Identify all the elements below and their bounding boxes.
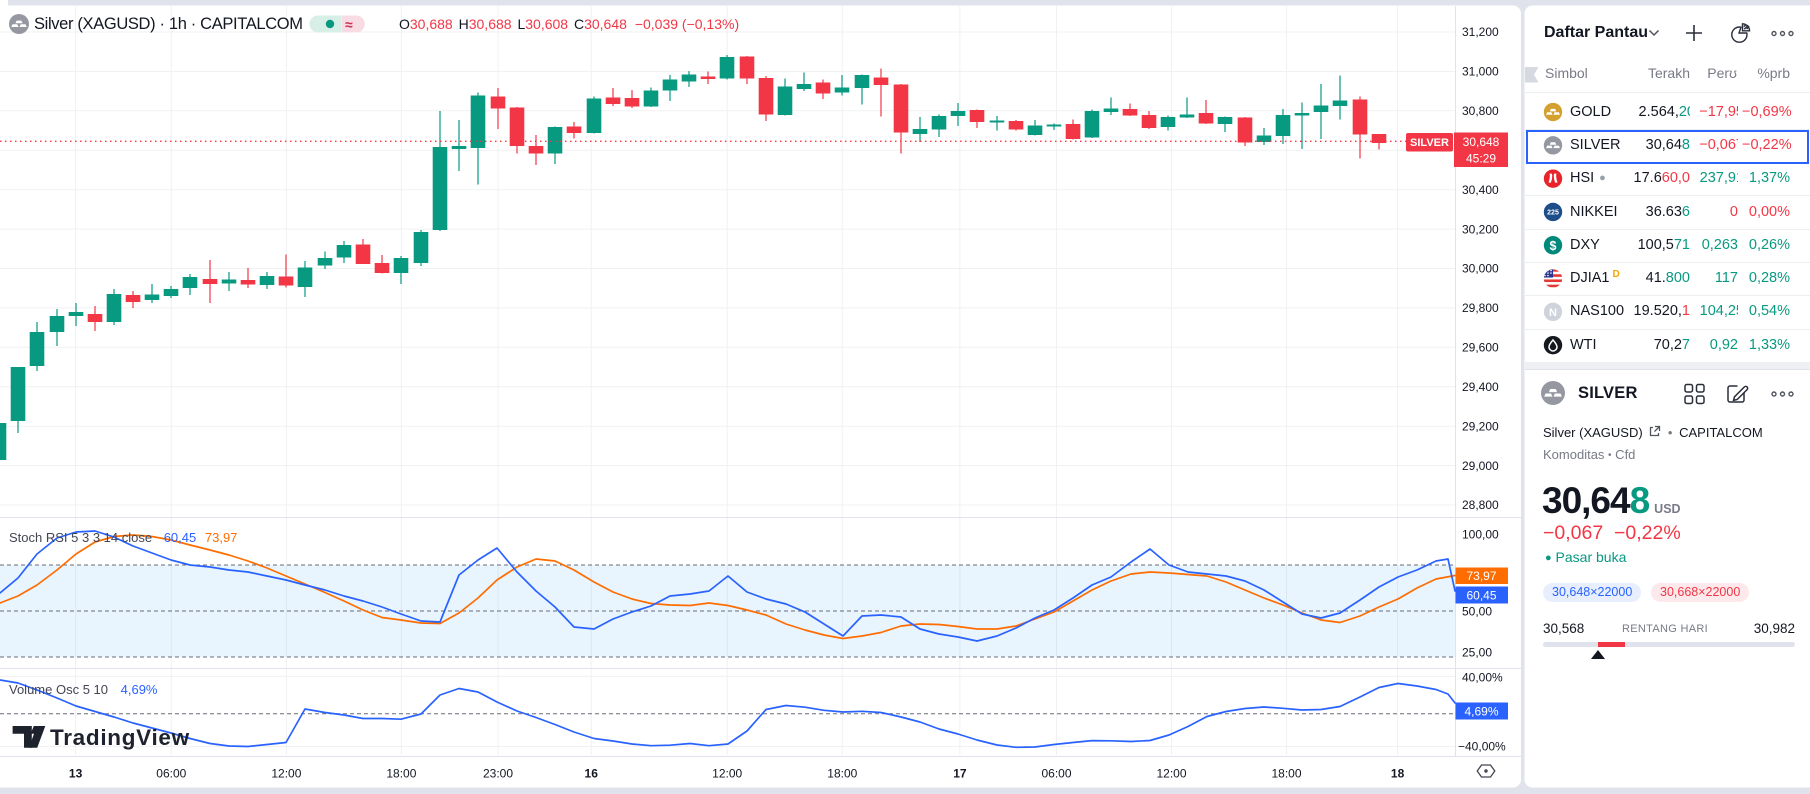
svg-text:13: 13 (69, 767, 83, 781)
svg-text:30,648: 30,648 (1463, 135, 1500, 149)
svg-text:4,69%: 4,69% (1464, 704, 1498, 718)
svg-text:60,45: 60,45 (1466, 588, 1496, 602)
svg-text:29,800: 29,800 (1462, 301, 1499, 315)
svg-text:$: $ (1550, 239, 1557, 253)
svg-text:30,000: 30,000 (1462, 262, 1499, 276)
svg-text:28,800: 28,800 (1462, 498, 1499, 512)
svg-text:−40,00%: −40,00% (1458, 740, 1506, 754)
svg-text:30,800: 30,800 (1462, 104, 1499, 118)
svg-text:25,00: 25,00 (1462, 645, 1492, 659)
svg-text:N: N (1549, 307, 1557, 319)
svg-text:29,600: 29,600 (1462, 341, 1499, 355)
svg-text:73,97: 73,97 (1466, 569, 1496, 583)
svg-text:12:00: 12:00 (712, 767, 742, 781)
svg-text:18: 18 (1391, 767, 1405, 781)
svg-text:29,400: 29,400 (1462, 380, 1499, 394)
svg-text:TradingView: TradingView (50, 725, 190, 750)
svg-text:40,00%: 40,00% (1462, 671, 1503, 685)
svg-text:31,200: 31,200 (1462, 25, 1499, 39)
svg-text:18:00: 18:00 (827, 767, 857, 781)
svg-text:06:00: 06:00 (1041, 767, 1071, 781)
svg-text:100,00: 100,00 (1462, 527, 1499, 541)
svg-text:225: 225 (1547, 210, 1559, 217)
svg-text:45:29: 45:29 (1466, 151, 1496, 165)
svg-text:06:00: 06:00 (156, 767, 186, 781)
svg-text:23:00: 23:00 (483, 767, 513, 781)
svg-text:29,200: 29,200 (1462, 419, 1499, 433)
svg-text:30,200: 30,200 (1462, 222, 1499, 236)
svg-text:12:00: 12:00 (271, 767, 301, 781)
svg-text:16: 16 (585, 767, 599, 781)
svg-text:31,000: 31,000 (1462, 65, 1499, 79)
svg-text:17: 17 (953, 767, 967, 781)
svg-text:12:00: 12:00 (1156, 767, 1186, 781)
svg-text:SILVER: SILVER (1410, 137, 1449, 149)
svg-text:50,00: 50,00 (1462, 604, 1492, 618)
svg-text:≈: ≈ (345, 17, 353, 33)
svg-text:18:00: 18:00 (1271, 767, 1301, 781)
svg-text:18:00: 18:00 (386, 767, 416, 781)
svg-text:30,400: 30,400 (1462, 183, 1499, 197)
svg-text:29,000: 29,000 (1462, 459, 1499, 473)
